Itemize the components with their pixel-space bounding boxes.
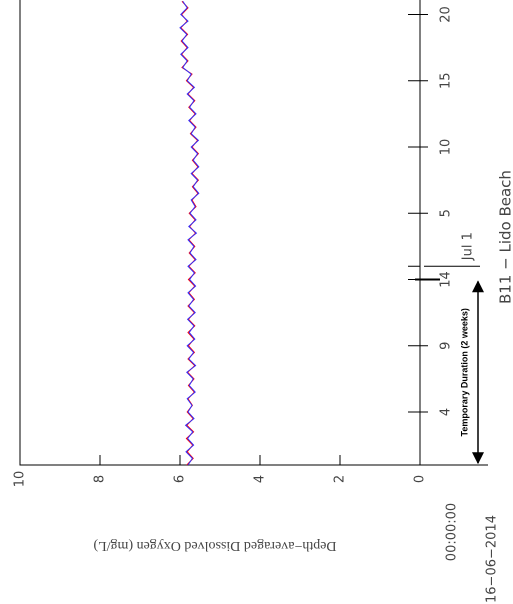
- y-axis-label: Depth−averaged Dissolved Oxygen (mg/L): [93, 538, 336, 553]
- plot-lines: [179, 0, 200, 465]
- x-tick-label: 4: [439, 408, 454, 416]
- x-tick-label: 00:00:00: [445, 503, 460, 561]
- x-tick-label: 14: [439, 271, 454, 288]
- x-tick-label: 20: [439, 6, 454, 23]
- x-tick-label: Jul 1: [461, 232, 476, 261]
- start-date: 16−06−2014: [485, 515, 500, 603]
- y-tick-label: 0: [413, 475, 428, 483]
- y-tick-label: 6: [173, 475, 188, 483]
- y-tick-label: 8: [93, 475, 108, 483]
- x-tick-label: 5: [439, 209, 454, 217]
- plot-frame: [19, 0, 421, 466]
- y-tick-label: 4: [253, 475, 268, 483]
- y-tick-label: 10: [13, 471, 28, 488]
- annotation-text: Temporary Duration (2 weeks): [459, 308, 469, 436]
- x-tick-label: 15: [439, 72, 454, 89]
- rotated-chart: Depth−averaged Dissolved Oxygen (mg/L) B…: [13, 0, 513, 603]
- x-tick-label: 9: [439, 342, 454, 350]
- series-line: [179, 0, 200, 465]
- chart-title: B11 − Lido Beach: [497, 170, 513, 304]
- y-tick-label: 2: [333, 475, 348, 483]
- x-tick-label: 10: [439, 139, 454, 156]
